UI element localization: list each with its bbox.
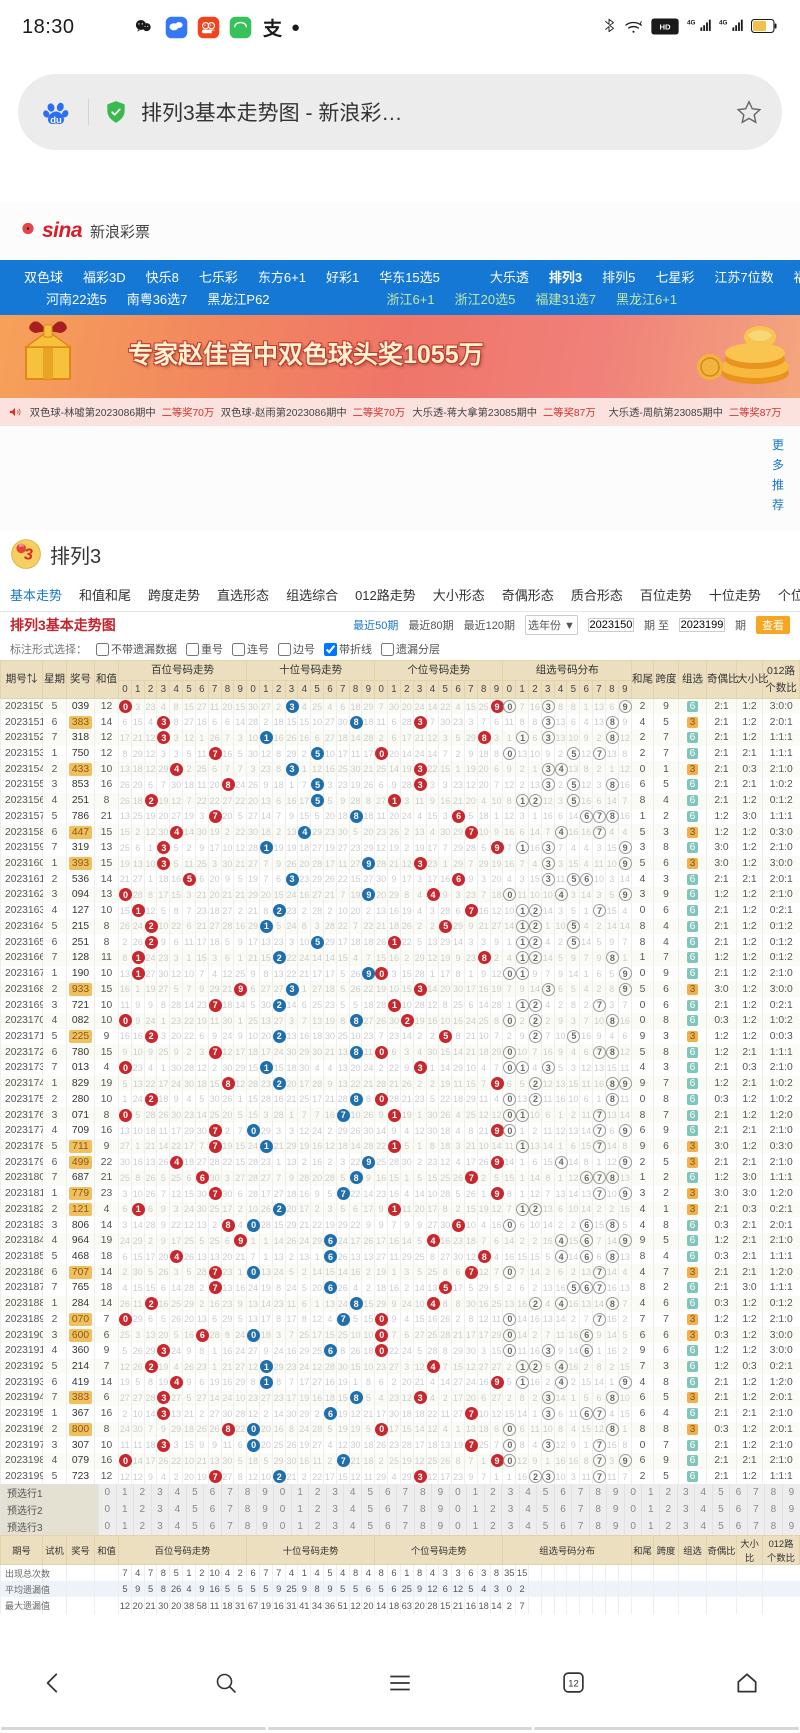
svg-text:HD: HD (659, 22, 671, 31)
svg-text:du: du (50, 115, 62, 126)
svg-text:2: 2 (675, 21, 678, 27)
svg-text:12: 12 (568, 1679, 578, 1689)
svg-text:4G: 4G (687, 20, 696, 27)
svg-text:3: 3 (24, 547, 33, 564)
svg-text:4G: 4G (719, 20, 728, 27)
